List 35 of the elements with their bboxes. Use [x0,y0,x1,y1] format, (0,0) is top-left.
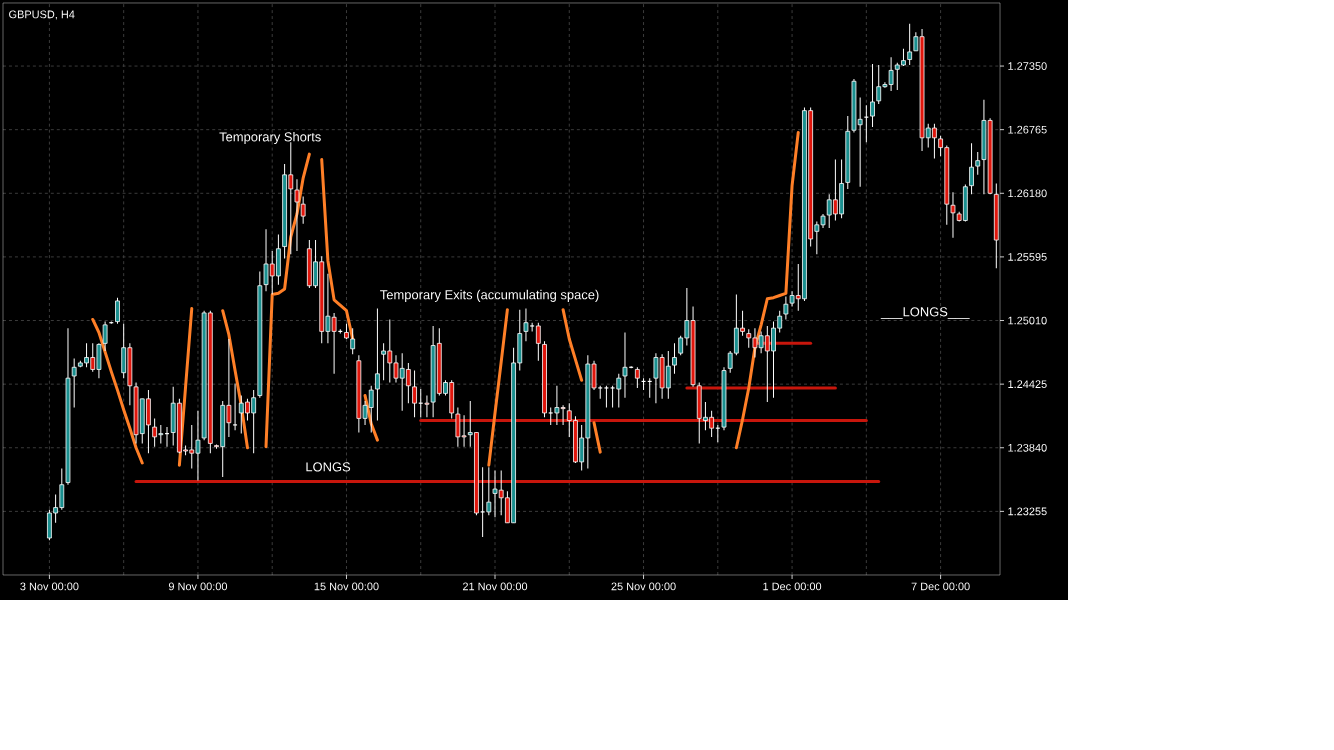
y-tick-label: 1.26765 [1008,125,1047,134]
x-tick-label: 25 Nov 00:00 [611,582,676,591]
text: GBPUSD, H4 [9,10,75,20]
candlestick [975,151,981,176]
x-tick-label: 15 Nov 00:00 [314,582,379,591]
candlestick [907,23,913,66]
y-tick-label: 1.23255 [1008,507,1047,516]
candlestick [412,370,417,418]
candlestick [71,358,77,409]
annotation: ___LONGS___ [880,307,970,319]
candlestick [783,296,789,320]
annotation: LONGS [306,462,351,472]
candlestick [232,383,238,431]
annotation: Temporary Exits (accumulating space) [380,289,599,302]
x-tick-label: 21 Nov 00:00 [462,582,528,591]
candlestick [115,297,120,325]
candlestick [535,322,541,362]
candlestick [672,342,677,375]
y-tick-label: 1.25595 [1008,253,1047,261]
y-tick-label: 1.25010 [1008,316,1047,325]
candlestick [870,63,875,128]
x-tick-label: 9 Nov 00:00 [168,582,228,591]
y-tick-label: 1.24425 [1008,380,1047,389]
candlestick [634,366,640,389]
x-tick-label: 1 Dec 00:00 [763,582,822,591]
candlestick [102,321,108,352]
candlestick [969,142,974,195]
x-tick-label: 7 Dec 00:00 [911,582,970,591]
candlestick [300,196,306,225]
candlestick [603,385,609,409]
x-tick-label: 3 Nov 00:00 [20,582,79,591]
annotation: Temporary Shorts [219,131,321,145]
y-tick-label: 1.27350 [1008,62,1047,70]
y-tick-label: 1.26180 [1008,189,1047,198]
y-tick-label: 1.23840 [1008,443,1047,452]
